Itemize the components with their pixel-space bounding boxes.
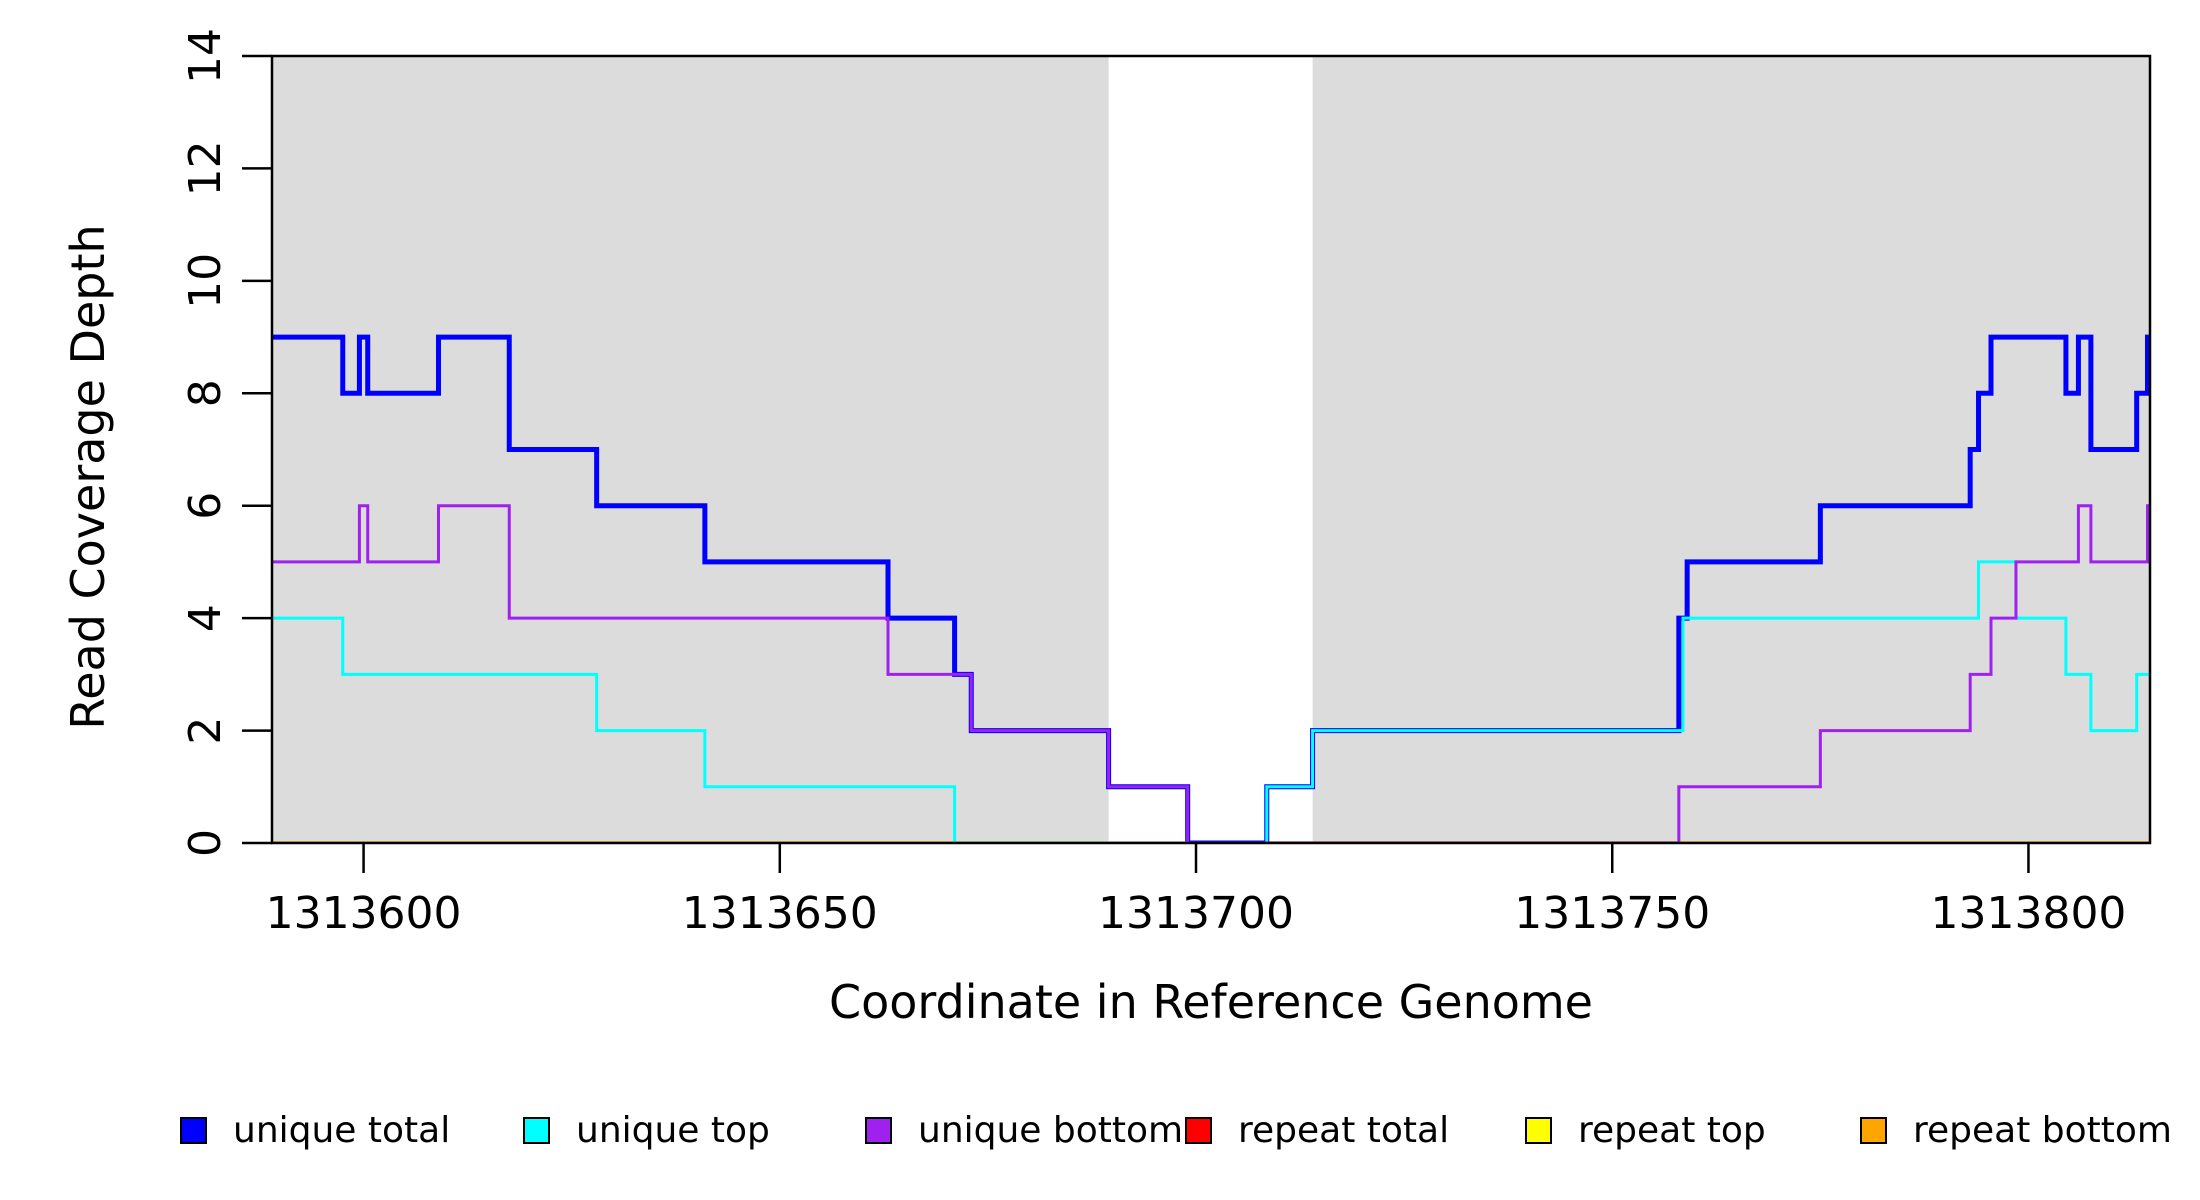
legend-swatch-unique-bottom bbox=[865, 1116, 892, 1144]
series-unique-top bbox=[272, 560, 2150, 844]
legend-item-unique-total: unique total bbox=[180, 1100, 450, 1160]
legend-swatch-repeat-total bbox=[1185, 1116, 1212, 1144]
y-axis-tick-label: 4 bbox=[180, 604, 231, 632]
legend-label: repeat bottom bbox=[1913, 1109, 2172, 1151]
legend-item-repeat-top: repeat top bbox=[1525, 1100, 1766, 1160]
legend-swatch-repeat-top bbox=[1525, 1116, 1552, 1144]
x-axis-tick-label: 1313800 bbox=[1930, 888, 2126, 939]
legend-item-unique-top: unique top bbox=[523, 1100, 770, 1160]
x-axis-tick-label: 1313700 bbox=[1098, 888, 1294, 939]
shaded-region bbox=[272, 56, 1109, 843]
legend-swatch-repeat-bottom bbox=[1860, 1116, 1887, 1144]
y-axis-tick-label: 6 bbox=[180, 492, 231, 520]
x-axis-tick-label: 1313600 bbox=[266, 888, 462, 939]
x-axis-tick-label: 1313650 bbox=[682, 888, 878, 939]
legend-label: unique top bbox=[576, 1109, 770, 1151]
y-axis-tick-label: 2 bbox=[180, 717, 231, 745]
legend-label: unique bottom bbox=[918, 1109, 1184, 1151]
legend-item-repeat-bottom: repeat bottom bbox=[1860, 1100, 2172, 1160]
x-axis-title: Coordinate in Reference Genome bbox=[829, 975, 1593, 1029]
y-axis-tick-label: 0 bbox=[180, 829, 231, 857]
legend-label: repeat total bbox=[1238, 1109, 1450, 1151]
y-axis-tick-label: 12 bbox=[180, 140, 231, 196]
legend-swatch-unique-total bbox=[180, 1116, 207, 1144]
shaded-region bbox=[1312, 56, 2150, 843]
legend-item-repeat-total: repeat total bbox=[1185, 1100, 1449, 1160]
plot-box bbox=[270, 54, 2152, 845]
legend: unique total unique top unique bottom re… bbox=[0, 1100, 2200, 1170]
y-axis-tick-label: 8 bbox=[180, 379, 231, 407]
legend-label: repeat top bbox=[1578, 1109, 1766, 1151]
y-axis-tick-label: 14 bbox=[180, 28, 231, 84]
x-axis-tick-label: 1313750 bbox=[1514, 888, 1710, 939]
y-axis-tick-label: 10 bbox=[180, 253, 231, 309]
legend-item-unique-bottom: unique bottom bbox=[865, 1100, 1183, 1160]
legend-label: unique total bbox=[233, 1109, 451, 1151]
y-axis-title: Read Coverage Depth bbox=[61, 224, 115, 730]
legend-swatch-unique-top bbox=[523, 1116, 550, 1144]
